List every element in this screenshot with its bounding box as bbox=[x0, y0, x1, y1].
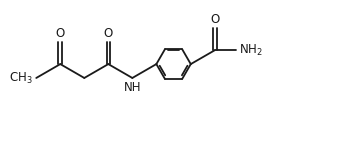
Text: O: O bbox=[210, 13, 219, 26]
Text: O: O bbox=[104, 27, 113, 40]
Text: NH: NH bbox=[124, 81, 141, 94]
Text: NH$_2$: NH$_2$ bbox=[239, 43, 262, 58]
Text: CH$_3$: CH$_3$ bbox=[8, 70, 32, 86]
Text: O: O bbox=[56, 27, 65, 40]
